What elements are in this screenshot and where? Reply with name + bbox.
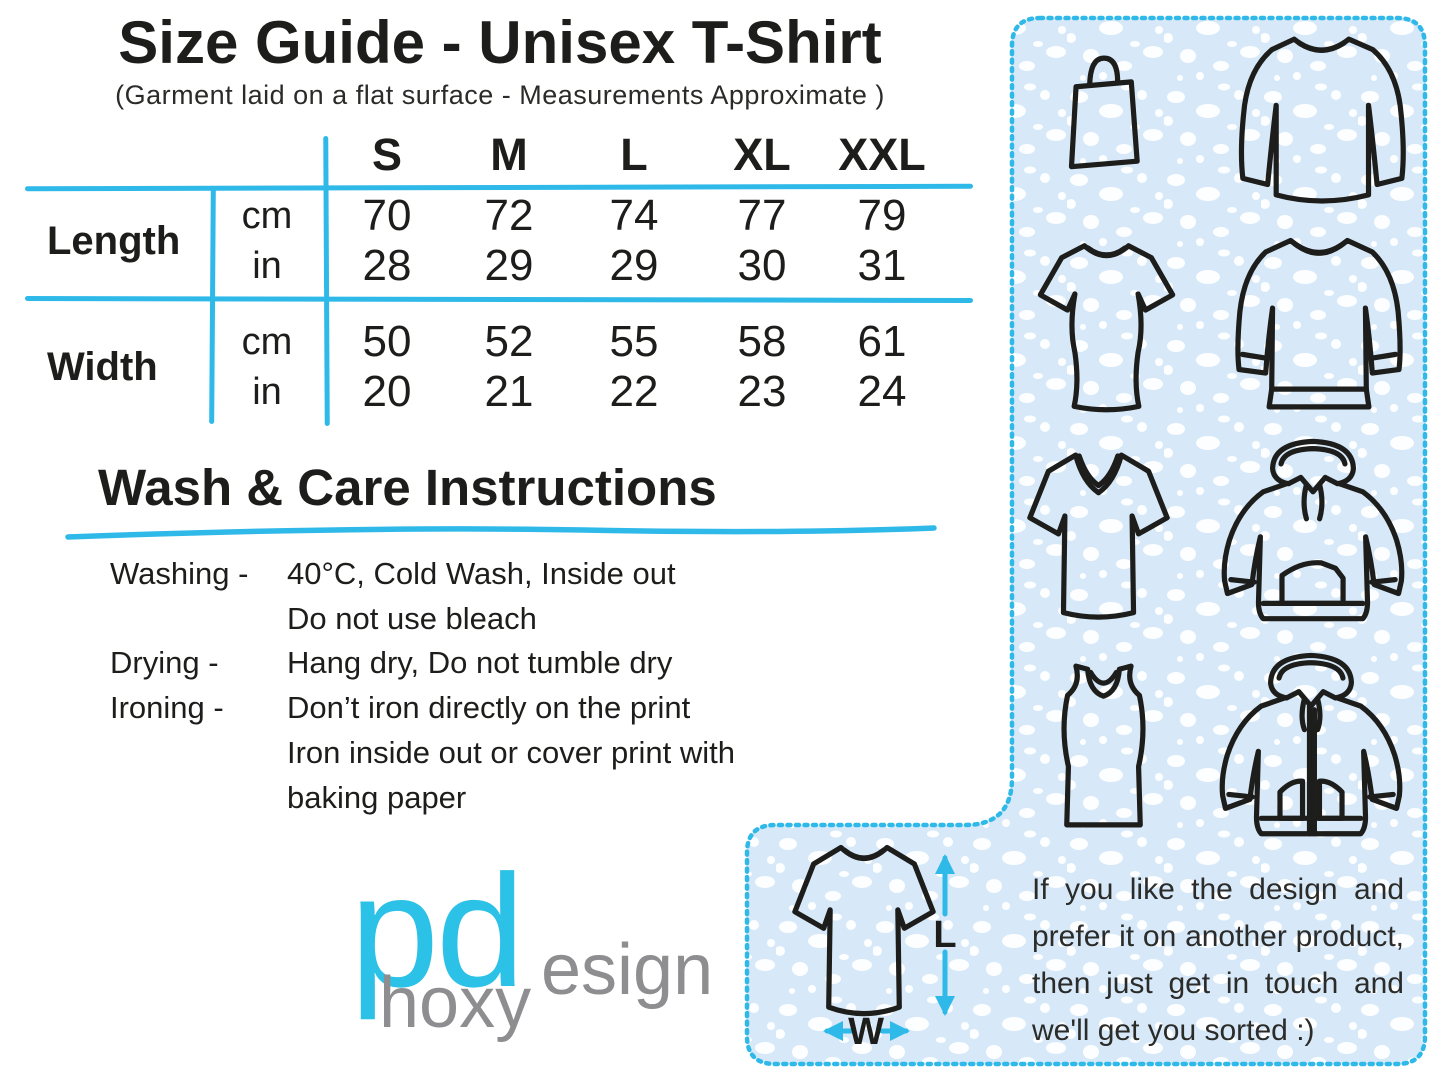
care-item-label: Washing -: [110, 556, 249, 591]
row-label-length: Length: [47, 218, 181, 263]
care-heading: Wash & Care Instructions: [98, 459, 717, 516]
logo-hoxy-text: hoxy: [379, 963, 532, 1043]
care-item-text: baking paper: [287, 780, 467, 815]
size-column-header: S: [371, 129, 402, 180]
table-cell: 70: [362, 191, 412, 240]
page-subtitle: (Garment laid on a flat surface - Measur…: [115, 80, 885, 110]
contact-note-line: If you like the design and: [1032, 873, 1404, 906]
contact-note-line: we'll get you sorted :): [1032, 1014, 1315, 1047]
v-neck-t-shirt-icon: [1030, 455, 1167, 617]
logo-esign-text: esign: [541, 930, 714, 1010]
tote-bag-icon: [1072, 58, 1138, 167]
table-cell: 52: [484, 317, 534, 366]
table-cell: 58: [737, 317, 787, 366]
sweatshirt-icon: [1238, 240, 1400, 406]
care-item-text: Don’t iron directly on the print: [287, 690, 691, 725]
contact-note-line: then just get in touch and: [1032, 967, 1404, 1000]
size-column-header: M: [490, 129, 528, 180]
table-cell: 50: [362, 317, 412, 366]
zip-hoodie-icon: [1222, 655, 1400, 833]
page-title: Size Guide - Unisex T-Shirt: [118, 9, 882, 76]
logo-pd-text: pd: [350, 841, 525, 1020]
tank-top-icon: [1064, 666, 1143, 825]
table-cell: 72: [484, 191, 534, 240]
care-item-text: Iron inside out or cover print with: [287, 735, 735, 770]
unit-label: cm: [241, 195, 293, 237]
size-column-header: XL: [733, 129, 791, 180]
care-item-text: Do not use bleach: [287, 601, 537, 636]
table-cell: 24: [857, 367, 907, 416]
contact-note-line: prefer it on another product,: [1032, 920, 1404, 953]
care-item-label: Drying -: [110, 645, 219, 680]
table-cell: 23: [737, 367, 787, 416]
table-rule-horizontal-top: [24, 183, 974, 191]
care-heading-underline: [65, 525, 937, 540]
unit-label: cm: [241, 321, 293, 363]
table-cell: 79: [857, 191, 907, 240]
width-arrow-label: W: [848, 1011, 884, 1053]
length-arrow-label: L: [933, 914, 956, 956]
table-cell: 28: [362, 241, 412, 290]
size-table: S M L XL XXL Length cm 70 72 74 77 79 in…: [24, 128, 975, 428]
measurement-t-shirt-icon: [795, 848, 933, 1014]
size-column-header: XXL: [838, 129, 926, 180]
womens-t-shirt-icon: [1040, 246, 1172, 410]
table-rule-horizontal-bottom: [24, 296, 974, 303]
table-cell: 77: [737, 191, 787, 240]
table-cell: 61: [857, 317, 907, 366]
hoodie-icon: [1224, 441, 1402, 618]
long-sleeve-shirt-icon: [1241, 39, 1403, 201]
table-cell: 30: [737, 241, 787, 290]
unit-label: in: [252, 245, 282, 287]
table-cell: 29: [609, 241, 659, 290]
table-cell: 20: [362, 367, 412, 416]
contact-note: If you like the design and prefer it on …: [1032, 866, 1404, 1054]
table-cell: 29: [484, 241, 534, 290]
care-item-text: 40°C, Cold Wash, Inside out: [287, 556, 676, 591]
table-cell: 22: [609, 367, 659, 416]
table-cell: 21: [484, 367, 534, 416]
care-item-text: Hang dry, Do not tumble dry: [287, 645, 673, 680]
row-label-width: Width: [47, 344, 158, 389]
unit-label: in: [252, 371, 282, 413]
table-cell: 74: [609, 191, 659, 240]
size-column-header: L: [620, 129, 648, 180]
table-cell: 31: [857, 241, 907, 290]
care-item-label: Ironing -: [110, 690, 224, 725]
table-cell: 55: [609, 317, 659, 366]
